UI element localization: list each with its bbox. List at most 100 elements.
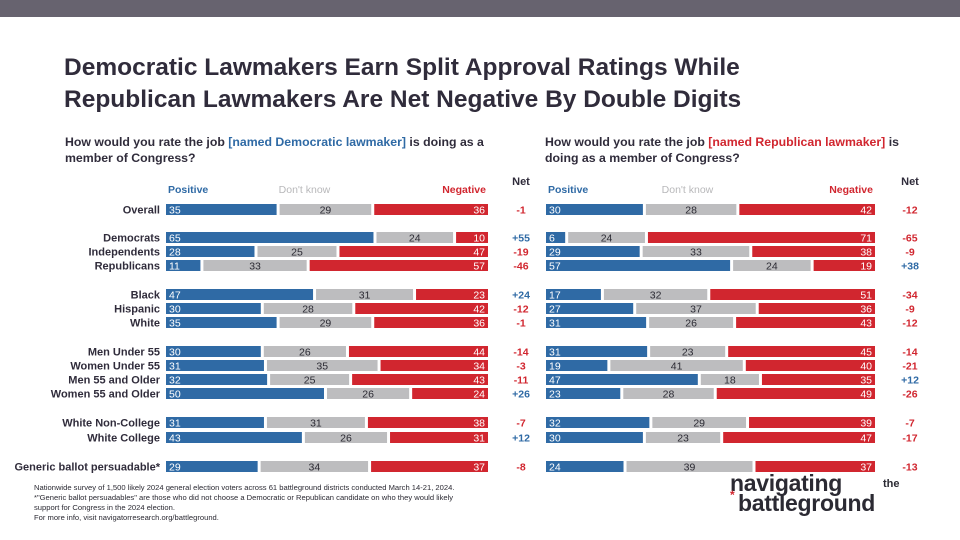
- bar-dont-know: [266, 417, 365, 428]
- value-negative: 38: [860, 247, 872, 259]
- democratic-panel: Positive Don't know Negative Net 35 29 36 -1 65 2…: [166, 176, 530, 474]
- bar-dont-know: [279, 204, 372, 215]
- value-positive: 65: [169, 233, 181, 245]
- net-value: -14: [513, 347, 528, 359]
- bar-dont-know: [626, 461, 753, 472]
- bar-negative: [309, 260, 488, 271]
- value-negative: 57: [473, 261, 485, 273]
- value-negative: 10: [473, 233, 485, 245]
- value-negative: 42: [473, 304, 485, 316]
- bar-negative: [716, 388, 875, 399]
- value-positive: 30: [549, 205, 561, 217]
- net-value: -34: [902, 290, 917, 302]
- bar-positive: [166, 317, 277, 328]
- net-value: -7: [516, 418, 525, 430]
- bar-negative: [355, 303, 488, 314]
- bar-negative: [755, 461, 875, 472]
- row-label: Democrats: [103, 233, 160, 245]
- value-negative: 23: [473, 290, 485, 302]
- bar-positive: [546, 388, 621, 399]
- bar-negative: [352, 374, 488, 385]
- value-negative: 71: [860, 233, 872, 245]
- net-value: -3: [516, 361, 525, 373]
- bar-positive: [546, 432, 643, 443]
- bar-dont-know: [700, 374, 759, 385]
- value-positive: 57: [549, 261, 561, 273]
- row-label: White Non-College: [62, 418, 160, 430]
- value-negative: 24: [473, 389, 485, 401]
- bar-negative: [813, 260, 875, 271]
- bar-negative: [710, 289, 875, 300]
- bar-dont-know: [733, 260, 811, 271]
- value-negative: 37: [860, 462, 872, 474]
- value-dont-know: 24: [766, 261, 778, 273]
- bar-negative: [752, 246, 875, 257]
- bar-positive: [166, 417, 264, 428]
- bar-dont-know: [257, 246, 337, 257]
- row-label: White College: [87, 433, 160, 445]
- value-positive: 35: [169, 318, 181, 330]
- value-dont-know: 26: [340, 433, 352, 445]
- net-value: +26: [512, 389, 530, 401]
- value-positive: 17: [549, 290, 561, 302]
- value-dont-know: 33: [249, 261, 261, 273]
- value-dont-know: 37: [690, 304, 702, 316]
- question-democratic: How would you rate the job [named Democr…: [65, 134, 485, 166]
- value-dont-know: 41: [671, 361, 683, 373]
- bar-negative: [374, 317, 488, 328]
- value-negative: 36: [860, 304, 872, 316]
- net-value: -12: [513, 304, 528, 316]
- value-positive: 31: [549, 347, 561, 359]
- value-dont-know: 34: [309, 462, 321, 474]
- value-negative: 39: [860, 418, 872, 430]
- bar-negative: [380, 360, 488, 371]
- top-bar: [0, 0, 960, 17]
- bar-positive: [546, 232, 566, 243]
- row-label: Independents: [88, 247, 160, 259]
- bar-positive: [166, 346, 261, 357]
- value-positive: 29: [169, 462, 181, 474]
- value-positive: 31: [549, 318, 561, 330]
- net-value: -21: [902, 361, 917, 373]
- bar-negative: [412, 388, 488, 399]
- bar-positive: [546, 461, 624, 472]
- value-positive: 11: [169, 261, 180, 273]
- bar-negative: [371, 461, 488, 472]
- value-negative: 47: [860, 433, 872, 445]
- bar-negative: [745, 360, 875, 371]
- bar-negative: [367, 417, 488, 428]
- bar-dont-know: [263, 346, 346, 357]
- bar-negative: [739, 204, 875, 215]
- bar-negative: [749, 417, 875, 428]
- legend-negative: Negative: [442, 184, 486, 196]
- net-value: -8: [516, 462, 525, 474]
- bar-positive: [166, 204, 277, 215]
- net-value: -65: [902, 233, 917, 245]
- row-label: Black: [131, 290, 161, 302]
- value-negative: 38: [473, 418, 485, 430]
- bar-negative: [728, 346, 875, 357]
- bar-negative: [339, 246, 488, 257]
- value-negative: 47: [473, 247, 485, 259]
- navigator-logo: navigating the * battleground: [730, 470, 945, 518]
- bar-positive: [166, 303, 261, 314]
- bar-negative: [374, 204, 488, 215]
- logo-word-battleground: battleground: [738, 490, 875, 516]
- bar-positive: [546, 303, 634, 314]
- bar-dont-know: [649, 317, 734, 328]
- bar-positive: [166, 461, 258, 472]
- value-dont-know: 24: [601, 233, 613, 245]
- value-dont-know: 18: [724, 375, 736, 387]
- net-value: +24: [512, 290, 530, 302]
- bar-dont-know: [260, 461, 369, 472]
- value-dont-know: 28: [685, 205, 697, 217]
- bar-positive: [166, 289, 314, 300]
- bar-positive: [546, 246, 640, 257]
- row-label: Men 55 and Older: [68, 375, 160, 387]
- value-dont-know: 28: [302, 304, 314, 316]
- net-value: +12: [512, 433, 530, 445]
- bar-negative: [416, 289, 488, 300]
- value-negative: 43: [473, 375, 485, 387]
- value-positive: 29: [549, 247, 561, 259]
- net-value: -13: [902, 462, 917, 474]
